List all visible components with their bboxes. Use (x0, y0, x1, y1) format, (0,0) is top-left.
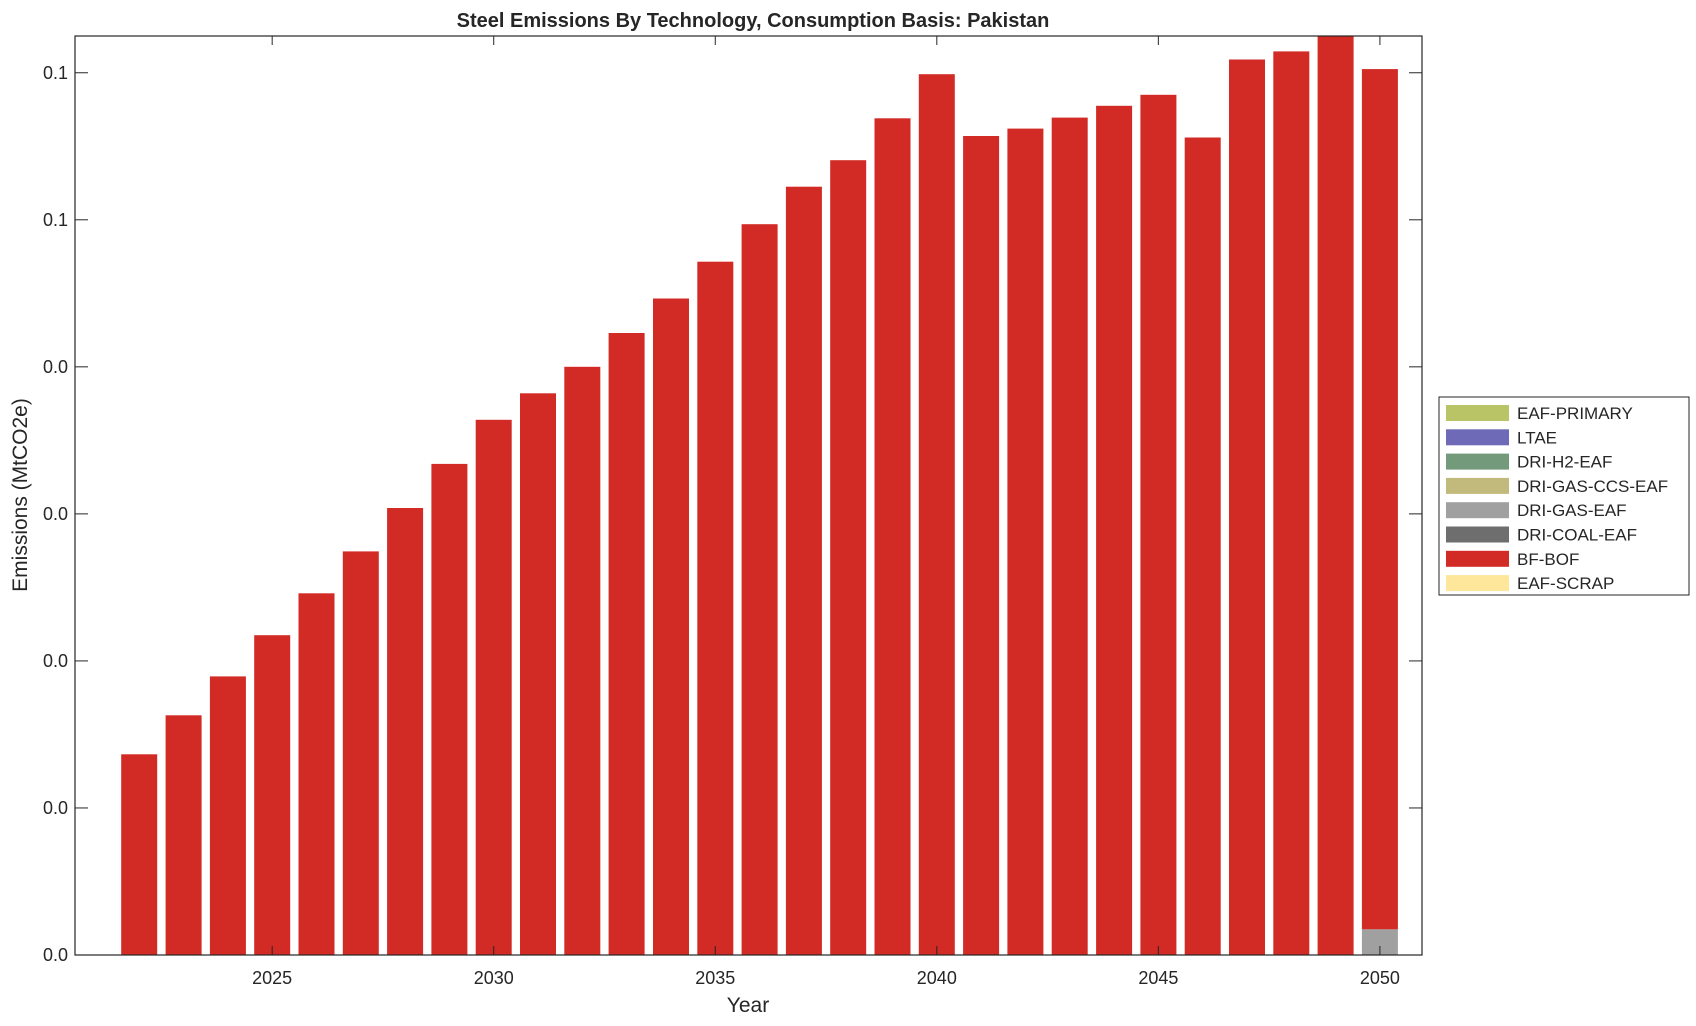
legend-label: DRI-GAS-CCS-EAF (1517, 477, 1668, 496)
bar-bf-bof-2031 (520, 393, 556, 955)
x-tick-label: 2035 (695, 968, 735, 988)
y-tick-label: 0.1 (43, 63, 68, 83)
y-tick-label: 0.0 (43, 945, 68, 965)
x-tick-label: 2050 (1360, 968, 1400, 988)
legend-label: BF-BOF (1517, 550, 1579, 569)
ticks-layer: 2025 2030 2035 2040 2045 2050 0.0 0.0 0.0 0.0 0.0 0… (43, 36, 1422, 988)
bar-bf-bof-2044 (1096, 105, 1133, 956)
legend: EAF-PRIMARY LTAE DRI-H2-EAF DRI-GAS-CCS-EAF… (1438, 396, 1690, 596)
bar-bf-bof-2025 (254, 635, 291, 955)
y-tick-label: 0.0 (43, 504, 68, 524)
chart-title: Steel Emissions By Technology, Consumpti… (457, 10, 1050, 32)
legend-swatch-dri-h2-eaf (1446, 453, 1509, 470)
plot-area-frame (74, 35, 1423, 956)
bar-bf-bof-2048 (1273, 51, 1310, 955)
x-tick-label: 2025 (252, 968, 292, 988)
legend-swatch-dri-gas-eaf (1446, 502, 1509, 519)
legend-swatch-dri-coal-eaf (1446, 526, 1509, 543)
bar-bf-bof-2045 (1140, 94, 1177, 956)
bar-bf-bof-2024 (209, 676, 246, 955)
bar-bf-bof-2042 (1007, 128, 1044, 956)
x-axis-label: Year (727, 994, 769, 1017)
legend-label: DRI-GAS-EAF (1517, 501, 1627, 520)
legend-label: EAF-SCRAP (1517, 574, 1614, 593)
legend-swatch-eaf-scrap (1446, 575, 1509, 592)
legend-label: DRI-COAL-EAF (1517, 526, 1637, 545)
bar-bf-bof-2034 (653, 298, 689, 955)
bar-bf-bof-2041 (963, 136, 1000, 955)
bar-bf-bof-2038 (830, 160, 867, 955)
legend-swatch-dri-gas-ccs-eaf (1446, 477, 1509, 494)
bar-bf-bof-2032 (564, 366, 601, 955)
bar-bf-bof-2046 (1184, 137, 1221, 955)
y-axis-label: Emissions (MtCO2e) (9, 398, 32, 592)
bar-bf-bof-2026 (298, 593, 335, 955)
bar-bf-bof-2036 (741, 224, 778, 955)
bar-bf-bof-2047 (1229, 59, 1265, 955)
bar-bf-bof-2050 (1361, 69, 1398, 930)
bar-bf-bof-2039 (874, 118, 911, 956)
legend-swatch-bf-bof (1446, 550, 1509, 567)
y-tick-label: 0.1 (43, 210, 68, 230)
legend-items: EAF-PRIMARY LTAE DRI-H2-EAF DRI-GAS-CCS-EAF… (1446, 404, 1668, 593)
bar-bf-bof-2028 (387, 508, 424, 955)
y-tick-label: 0.0 (43, 357, 68, 377)
bar-bf-bof-2035 (697, 261, 734, 955)
y-tick-label: 0.0 (43, 651, 68, 671)
bar-bf-bof-2037 (785, 186, 822, 955)
legend-swatch-ltae (1446, 429, 1509, 446)
legend-label: DRI-H2-EAF (1517, 453, 1612, 472)
bar-bf-bof-2049 (1317, 36, 1354, 955)
legend-label: EAF-PRIMARY (1517, 404, 1633, 423)
legend-swatch-eaf-primary (1446, 405, 1509, 421)
bars-layer (121, 36, 1398, 956)
bar-bf-bof-2029 (431, 463, 468, 955)
bar-bf-bof-2023 (165, 715, 202, 955)
x-tick-label: 2030 (474, 968, 514, 988)
legend-label: LTAE (1517, 428, 1557, 447)
bar-bf-bof-2022 (121, 754, 158, 955)
x-tick-label: 2040 (917, 968, 957, 988)
bar-bf-bof-2027 (342, 551, 379, 955)
bar-bf-bof-2033 (608, 333, 645, 955)
y-tick-label: 0.0 (43, 798, 68, 818)
bar-bf-bof-2043 (1051, 117, 1088, 956)
x-tick-label: 2045 (1138, 968, 1178, 988)
bar-bf-bof-2030 (475, 419, 512, 955)
bar-bf-bof-2040 (918, 74, 955, 955)
